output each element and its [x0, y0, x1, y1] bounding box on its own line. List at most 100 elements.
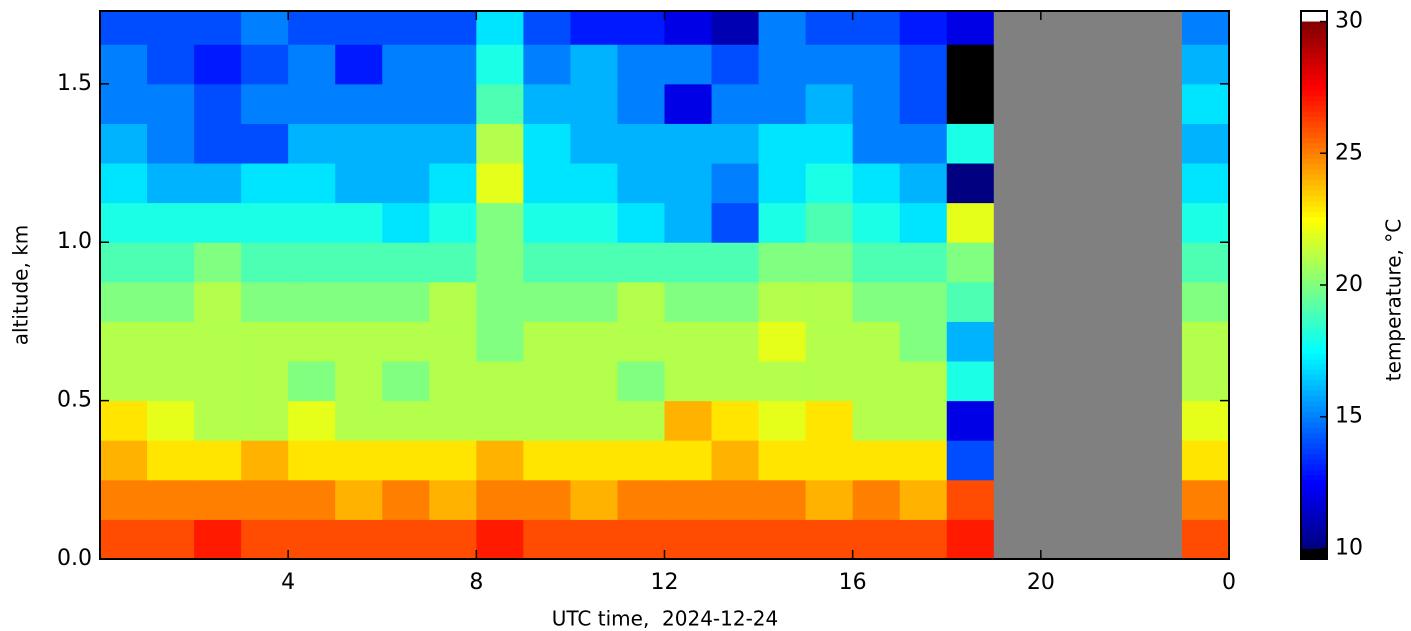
heatmap-cell	[946, 440, 995, 481]
x-tick-label: 20	[1027, 570, 1055, 595]
heatmap-cell	[147, 83, 195, 124]
x-tick-label: 12	[651, 570, 679, 595]
heatmap-cell	[1087, 163, 1136, 204]
heatmap-cell	[1181, 440, 1229, 481]
heatmap-cell	[758, 479, 807, 520]
heatmap-cell	[617, 440, 665, 481]
heatmap-cell	[1087, 242, 1136, 283]
colorbar-segment	[1301, 26, 1327, 33]
heatmap-cell	[147, 479, 195, 520]
heatmap-cell	[758, 123, 807, 164]
colorbar-segment	[1301, 469, 1327, 476]
heatmap-cell	[382, 11, 430, 45]
heatmap-cell	[1181, 361, 1229, 402]
heatmap-cell	[899, 202, 948, 243]
heatmap-cell	[147, 400, 195, 441]
heatmap-cell	[1087, 123, 1136, 164]
colorbar-segment	[1301, 242, 1327, 249]
heatmap-cell	[805, 123, 854, 164]
heatmap-cell	[711, 519, 760, 559]
y-tick-label: 0.0	[57, 546, 92, 571]
colorbar-segment	[1301, 169, 1327, 175]
colorbar-segment	[1301, 184, 1327, 191]
heatmap-cell	[899, 11, 948, 45]
heatmap-cell	[1040, 83, 1089, 124]
heatmap-cell	[852, 202, 901, 243]
heatmap-cell	[852, 440, 901, 481]
heatmap-cell	[382, 281, 430, 322]
heatmap-cell	[852, 400, 901, 441]
heatmap-cell	[288, 519, 336, 559]
heatmap-cell	[570, 519, 618, 559]
heatmap-cell	[194, 202, 242, 243]
colorbar-tick-label: 20	[1335, 272, 1363, 297]
heatmap-cell	[617, 281, 665, 322]
heatmap-cell	[758, 440, 807, 481]
heatmap-cell	[335, 242, 383, 283]
heatmap-cell	[382, 123, 430, 164]
colorbar-segment	[1301, 121, 1327, 128]
colorbar-segment	[1301, 369, 1327, 376]
colorbar-segment	[1301, 416, 1327, 423]
heatmap-cell	[1181, 202, 1229, 243]
colorbar-segment	[1301, 464, 1327, 470]
heatmap-cell	[147, 11, 195, 45]
heatmap-cell	[946, 479, 995, 520]
colorbar-segment	[1301, 358, 1327, 365]
heatmap-cell	[429, 123, 477, 164]
heatmap-cell	[241, 11, 289, 45]
heatmap-cell	[852, 11, 901, 45]
colorbar-segment	[1301, 379, 1327, 386]
heatmap-cell	[570, 11, 618, 45]
colorbar-segment	[1301, 342, 1327, 349]
heatmap-cell	[523, 44, 571, 85]
colorbar-segment	[1301, 422, 1327, 428]
heatmap-cell	[241, 44, 289, 85]
colorbar-segment	[1301, 285, 1327, 291]
heatmap-cell	[711, 123, 760, 164]
colorbar-segment	[1301, 448, 1327, 455]
heatmap-cell	[288, 163, 336, 204]
colorbar-tick-label: 10	[1335, 535, 1363, 560]
heatmap-cell	[1087, 83, 1136, 124]
heatmap-cell	[946, 321, 995, 362]
colorbar-segment	[1301, 479, 1327, 486]
heatmap-cell	[241, 281, 289, 322]
heatmap-cell	[1181, 400, 1229, 441]
heatmap-cell	[100, 519, 148, 559]
colorbar-segment	[1301, 63, 1327, 70]
heatmap-cell	[523, 440, 571, 481]
heatmap-cell	[993, 123, 1042, 164]
heatmap-cell	[523, 321, 571, 362]
heatmap-cell	[899, 361, 948, 402]
heatmap-cell	[241, 400, 289, 441]
colorbar-segment	[1301, 353, 1327, 360]
heatmap-cell	[664, 11, 713, 45]
colorbar-segment	[1301, 532, 1327, 539]
heatmap-cell	[335, 163, 383, 204]
heatmap-cell	[194, 519, 242, 559]
heatmap-cell	[664, 202, 713, 243]
heatmap-cell	[852, 361, 901, 402]
heatmap-cell	[946, 11, 995, 45]
heatmap-cell	[946, 400, 995, 441]
heatmap-cell	[664, 83, 713, 124]
colorbar-segment	[1301, 111, 1327, 117]
colorbar-segment	[1301, 437, 1327, 444]
colorbar-segment	[1301, 516, 1327, 523]
heatmap-cell	[194, 11, 242, 45]
heatmap-cell	[1040, 519, 1089, 559]
x-tick-label: 4	[281, 570, 295, 595]
colorbar-segment	[1301, 364, 1327, 370]
heatmap-cell	[664, 321, 713, 362]
heatmap-cell	[664, 123, 713, 164]
colorbar-segment	[1301, 248, 1327, 254]
colorbar-segment	[1301, 279, 1327, 286]
heatmap-cell	[1087, 202, 1136, 243]
heatmap-cell	[617, 400, 665, 441]
colorbar-segment	[1301, 84, 1327, 91]
colorbar-segment	[1301, 90, 1327, 96]
heatmap-cell	[899, 163, 948, 204]
heatmap-cell	[993, 11, 1042, 45]
heatmap-cell	[429, 281, 477, 322]
